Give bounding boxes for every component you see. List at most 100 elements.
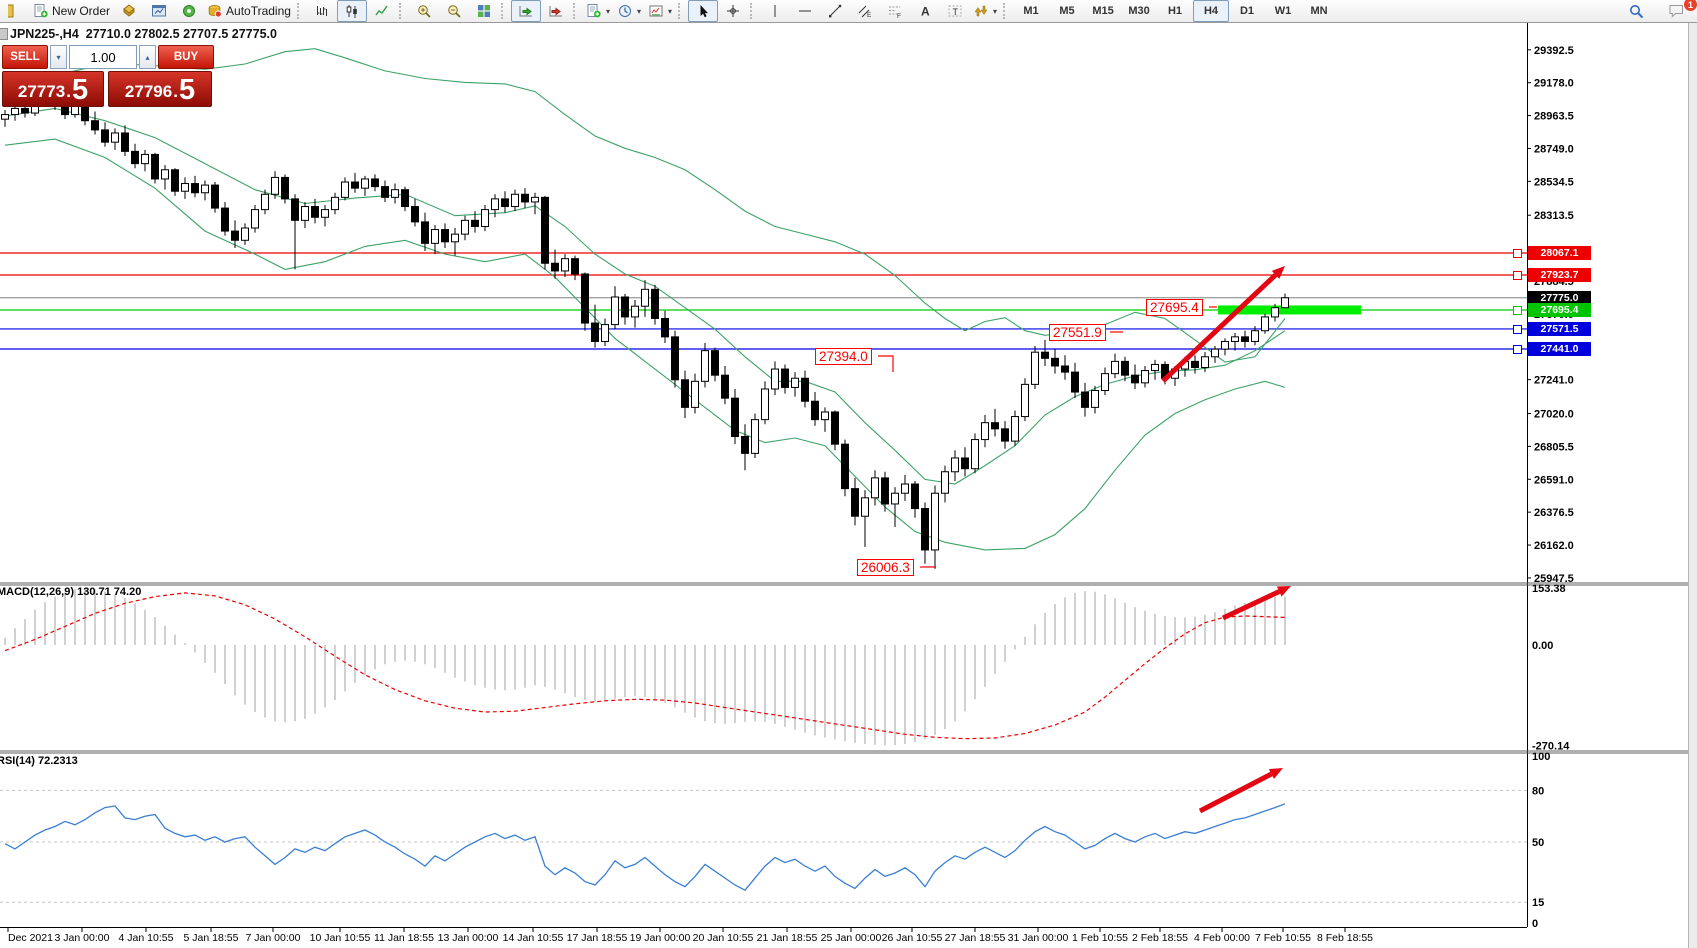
timeframe-mn-button[interactable]: MN — [1310, 5, 1328, 17]
bid-int: 27773 — [17, 82, 66, 101]
toolbar-button-label: AutoTrading — [226, 4, 291, 18]
svg-text:26162.0: 26162.0 — [1534, 540, 1574, 552]
market-gold-icon — [123, 4, 135, 17]
timeframe-w1-button[interactable]: W1 — [1274, 5, 1292, 17]
candlesticks — [1, 85, 1289, 569]
ask-int: 27796 — [124, 82, 173, 101]
cursor-button[interactable] — [688, 0, 718, 22]
toolbar: New Order AutoTrading ▾ ▾ ▾ E F A T ▾ M1 M5 M15 M30 H1… — [0, 0, 1697, 23]
zoom-out-button[interactable] — [439, 0, 469, 22]
time-axis[interactable]: Dec 2021 3 Jan 00:00 4 Jan 10:55 5 Jan 18:5… — [0, 927, 1527, 944]
svg-text:11 Jan 18:55: 11 Jan 18:55 — [374, 932, 434, 944]
hline-icon — [799, 10, 811, 12]
svg-text:10 Jan 10:55: 10 Jan 10:55 — [310, 932, 371, 944]
templates-button[interactable]: ▾ — [645, 0, 676, 22]
svg-text:7 Feb 10:55: 7 Feb 10:55 — [1255, 932, 1311, 944]
svg-text:8 Feb 18:55: 8 Feb 18:55 — [1317, 932, 1373, 944]
autotrading-button[interactable]: AutoTrading — [204, 0, 295, 22]
text-label-button[interactable]: T — [940, 0, 970, 22]
timeframe-m5-button[interactable]: M5 — [1059, 5, 1075, 17]
svg-text:28534.5: 28534.5 — [1534, 176, 1574, 188]
zoom-in-button[interactable] — [409, 0, 439, 22]
chevron-down-icon: ▾ — [993, 6, 998, 16]
timeframe-h4-button[interactable]: H4 — [1193, 0, 1230, 22]
buy-button[interactable]: BUY — [158, 45, 214, 69]
volume-decrease-button[interactable]: ▾ — [50, 45, 67, 69]
signals-button[interactable] — [174, 0, 204, 22]
svg-text:15: 15 — [1532, 897, 1544, 909]
periods-button[interactable]: ▾ — [614, 0, 645, 22]
periods-icon — [618, 5, 631, 17]
market-watch-button[interactable] — [114, 0, 144, 22]
svg-text:29178.0: 29178.0 — [1534, 78, 1574, 90]
timeframe-m30-button[interactable]: M30 — [1128, 5, 1150, 17]
bid-dec: 5 — [71, 74, 89, 106]
trendline-button[interactable] — [820, 0, 850, 22]
chevron-down-icon: ▾ — [605, 6, 610, 16]
ohlc-open: 27710.0 — [85, 27, 131, 41]
svg-text:13 Jan 00:00: 13 Jan 00:00 — [438, 932, 499, 944]
notifications-button[interactable]: 1 — [1661, 0, 1697, 22]
new-order-button[interactable]: New Order — [30, 0, 114, 22]
svg-text:153.38: 153.38 — [1532, 583, 1566, 595]
search-icon — [1629, 4, 1643, 18]
timeframe-m15-button[interactable]: M15 — [1092, 5, 1114, 17]
auto-scroll-button[interactable] — [510, 0, 541, 22]
arrows-button[interactable]: ▾ — [970, 0, 1001, 22]
timeframe-h1-button[interactable]: H1 — [1167, 5, 1183, 17]
svg-text:17 Jan 18:55: 17 Jan 18:55 — [567, 932, 628, 944]
search-button[interactable] — [1621, 0, 1651, 22]
svg-text:26376.5: 26376.5 — [1534, 507, 1574, 519]
toolbar-grip — [296, 3, 304, 19]
zoom-out-icon — [448, 5, 461, 18]
linechart-icon — [375, 5, 388, 16]
price-callout[interactable]: 27551.9 — [1049, 324, 1106, 341]
sell-button[interactable]: SELL — [2, 45, 48, 69]
price-callout[interactable]: 26006.3 — [857, 559, 914, 576]
svg-text:27020.0: 27020.0 — [1534, 409, 1574, 421]
green-resistance-zone[interactable] — [1218, 305, 1361, 315]
chart-shift-icon — [549, 6, 562, 17]
tile-windows-button[interactable] — [469, 0, 499, 22]
toolbar-grip — [572, 3, 580, 19]
price-axis-badge: 27441.0 — [1528, 341, 1591, 356]
horizontal-line-button[interactable] — [790, 0, 820, 22]
templates-icon — [649, 5, 663, 17]
svg-text:28313.5: 28313.5 — [1534, 210, 1574, 222]
timeframe-d1-button[interactable]: D1 — [1239, 5, 1255, 17]
chart-shift-button[interactable] — [541, 0, 571, 22]
svg-text:14 Jan 10:55: 14 Jan 10:55 — [503, 932, 564, 944]
text-icon: A — [921, 5, 930, 19]
svg-text:28963.5: 28963.5 — [1534, 111, 1574, 123]
volume-increase-button[interactable]: ▴ — [139, 45, 156, 69]
cursor-icon — [700, 5, 708, 18]
trend-arrows[interactable] — [1161, 266, 1291, 814]
crosshair-button[interactable] — [718, 0, 748, 22]
indicators-button[interactable]: ▾ — [583, 0, 614, 22]
equidistant-channel-button[interactable]: E — [850, 0, 880, 22]
toolbar-grip — [500, 3, 508, 19]
candlestick-chart-button[interactable] — [336, 0, 367, 22]
clipped-window-icon[interactable] — [0, 0, 30, 22]
fibonacci-button[interactable]: F — [880, 0, 910, 22]
macd-panel: 153.38 0.00 -270.14 — [4, 583, 1570, 752]
svg-text:29392.5: 29392.5 — [1534, 45, 1574, 57]
line-chart-button[interactable] — [367, 0, 397, 22]
svg-text:26805.5: 26805.5 — [1534, 441, 1574, 453]
volume-input[interactable] — [69, 45, 137, 69]
svg-text:20 Jan 10:55: 20 Jan 10:55 — [693, 932, 754, 944]
vertical-line-button[interactable] — [760, 0, 790, 22]
svg-text:4 Feb 00:00: 4 Feb 00:00 — [1194, 932, 1250, 944]
data-window-button[interactable] — [144, 0, 174, 22]
timeframe-m1-button[interactable]: M1 — [1023, 5, 1039, 17]
price-callout[interactable]: 27695.4 — [1146, 299, 1203, 316]
svg-text:0: 0 — [1532, 918, 1538, 930]
one-click-trading-panel: SELL ▾ ▴ BUY 27773.5 27796.5 — [2, 45, 214, 107]
svg-text:5 Jan 18:55: 5 Jan 18:55 — [184, 932, 239, 944]
text-button[interactable]: A — [910, 0, 940, 22]
bar-chart-button[interactable] — [307, 0, 337, 22]
svg-text:50: 50 — [1532, 837, 1544, 849]
price-callout[interactable]: 27394.0 — [815, 348, 872, 365]
autotrading-icon — [208, 5, 222, 18]
